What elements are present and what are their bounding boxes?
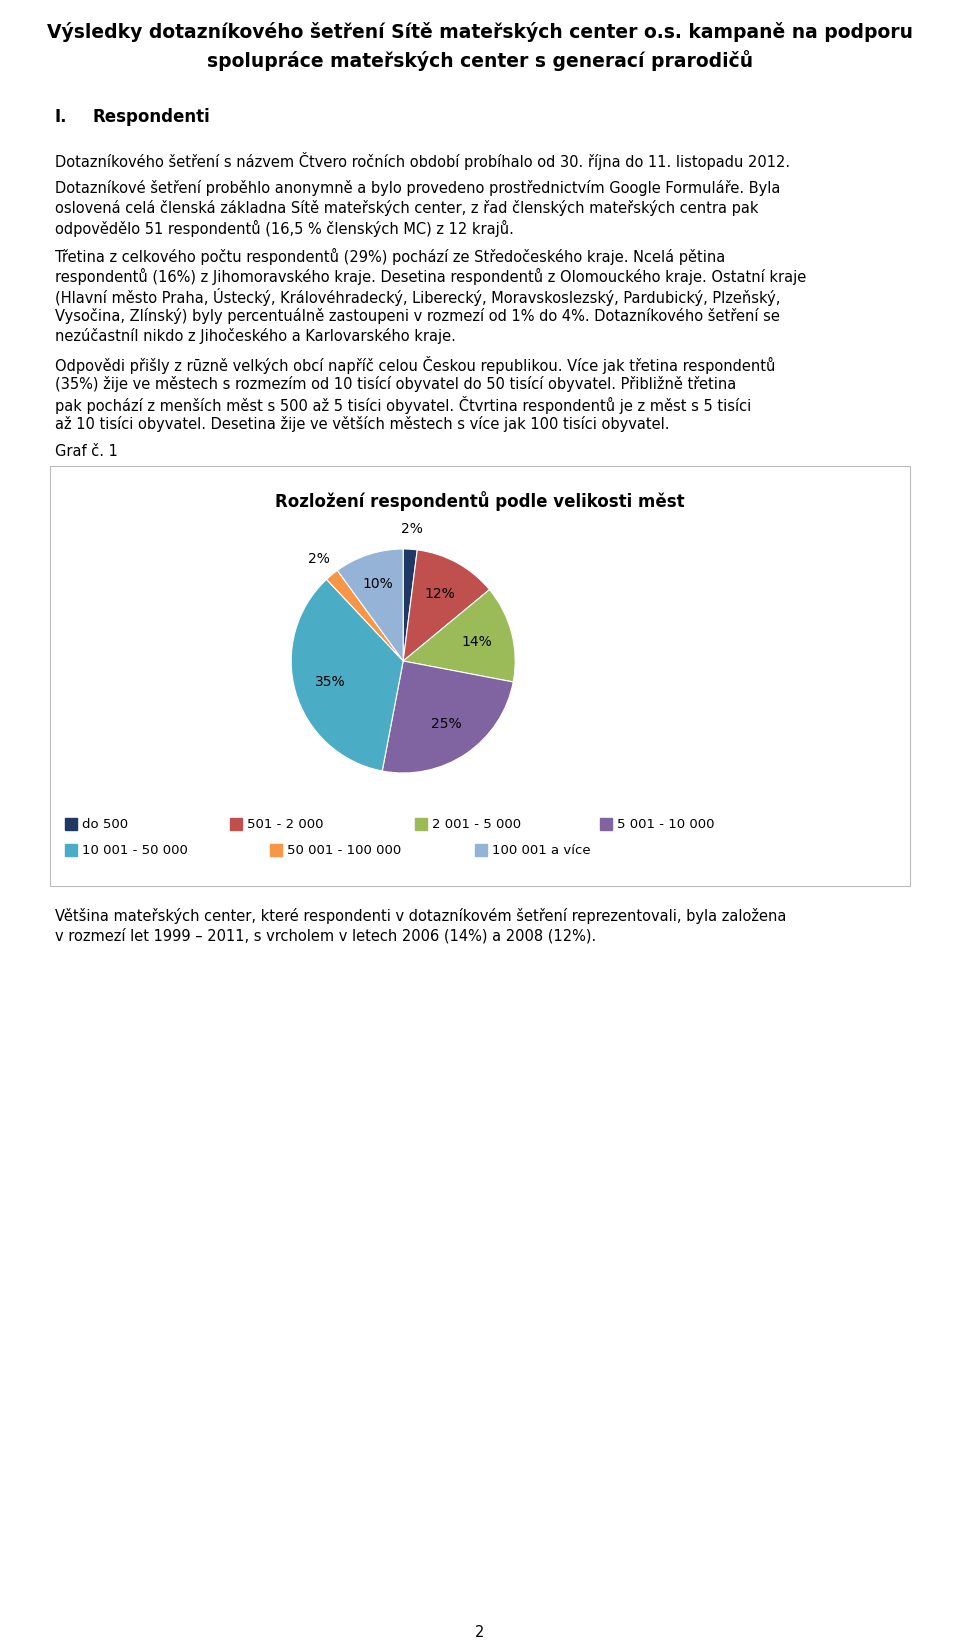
Text: do 500: do 500 xyxy=(82,817,128,830)
Text: 10 001 - 50 000: 10 001 - 50 000 xyxy=(82,843,187,856)
Text: 35%: 35% xyxy=(315,675,346,690)
Text: 100 001 a více: 100 001 a více xyxy=(492,843,590,856)
Text: Vysočina, Zlínský) byly percentuálně zastoupeni v rozmezí od 1% do 4%. Dotazníko: Vysočina, Zlínský) byly percentuálně zas… xyxy=(55,309,780,323)
Wedge shape xyxy=(403,549,418,662)
Text: 5 001 - 10 000: 5 001 - 10 000 xyxy=(616,817,714,830)
Text: 501 - 2 000: 501 - 2 000 xyxy=(247,817,324,830)
Text: respondentů (16%) z Jihomoravského kraje. Desetina respondentů z Olomouckého kra: respondentů (16%) z Jihomoravského kraje… xyxy=(55,267,806,285)
Wedge shape xyxy=(403,589,516,681)
Text: 10%: 10% xyxy=(363,578,394,591)
Text: 12%: 12% xyxy=(424,587,455,601)
Text: 2%: 2% xyxy=(400,521,422,536)
Text: 14%: 14% xyxy=(462,635,492,648)
Text: Výsledky dotazníkového šetření Sítě mateřských center o.s. kampaně na podporu: Výsledky dotazníkového šetření Sítě mate… xyxy=(47,21,913,41)
Text: spolupráce mateřských center s generací prarodičů: spolupráce mateřských center s generací … xyxy=(207,50,753,71)
Text: Rozložení respondentů podle velikosti měst: Rozložení respondentů podle velikosti mě… xyxy=(276,492,684,512)
Text: I.: I. xyxy=(55,107,67,125)
Text: Třetina z celkového počtu respondentů (29%) pochází ze Středočeského kraje. Ncel: Třetina z celkového počtu respondentů (2… xyxy=(55,248,725,266)
Text: 50 001 - 100 000: 50 001 - 100 000 xyxy=(287,843,401,856)
Text: 2 001 - 5 000: 2 001 - 5 000 xyxy=(432,817,521,830)
Text: v rozmezí let 1999 – 2011, s vrcholem v letech 2006 (14%) a 2008 (12%).: v rozmezí let 1999 – 2011, s vrcholem v … xyxy=(55,927,596,944)
Wedge shape xyxy=(337,549,403,662)
Text: Dotazníkového šetření s názvem Čtvero ročních období probíhalo od 30. října do 1: Dotazníkového šetření s názvem Čtvero ro… xyxy=(55,152,790,170)
Bar xyxy=(50,465,910,886)
Text: až 10 tisíci obyvatel. Desetina žije ve větších městech s více jak 100 tisíci ob: až 10 tisíci obyvatel. Desetina žije ve … xyxy=(55,416,669,432)
Text: 2%: 2% xyxy=(308,553,330,566)
Text: oslovená celá členská základna Sítě mateřských center, z řad členských mateřskýc: oslovená celá členská základna Sítě mate… xyxy=(55,200,758,216)
Wedge shape xyxy=(382,662,514,772)
Wedge shape xyxy=(326,571,403,662)
Text: (35%) žije ve městech s rozmezím od 10 tisící obyvatel do 50 tisící obyvatel. Př: (35%) žije ve městech s rozmezím od 10 t… xyxy=(55,376,736,393)
Text: Odpovědi přišly z rūzně velkých obcí napříč celou Českou republikou. Více jak tř: Odpovědi přišly z rūzně velkých obcí nap… xyxy=(55,356,776,375)
Text: Graf č. 1: Graf č. 1 xyxy=(55,444,118,459)
Text: Většina mateřských center, které respondenti v dotazníkovém šetření reprezentova: Většina mateřských center, které respond… xyxy=(55,908,786,924)
Wedge shape xyxy=(403,549,490,662)
Text: odpovědělo 51 respondentů (16,5 % členských MC) z 12 krajů.: odpovědělo 51 respondentů (16,5 % člensk… xyxy=(55,219,514,238)
Text: 25%: 25% xyxy=(431,718,462,731)
Text: (Hlavní město Praha, Ústecký, Královéhradecký, Liberecký, Moravskoslezský, Pardu: (Hlavní město Praha, Ústecký, Královéhra… xyxy=(55,289,780,305)
Text: pak pochází z menších měst s 500 až 5 tisíci obyvatel. Čtvrtina respondentů je z: pak pochází z menších měst s 500 až 5 ti… xyxy=(55,396,752,414)
Text: 2: 2 xyxy=(475,1625,485,1640)
Wedge shape xyxy=(291,579,403,771)
Text: Dotazníkové šetření proběhlo anonymně a bylo provedeno prostřednictvím Google Fo: Dotazníkové šetření proběhlo anonymně a … xyxy=(55,180,780,196)
Text: Respondenti: Respondenti xyxy=(93,107,211,125)
Text: nezúčastníl nikdo z Jihočeského a Karlovarského kraje.: nezúčastníl nikdo z Jihočeského a Karlov… xyxy=(55,328,456,343)
